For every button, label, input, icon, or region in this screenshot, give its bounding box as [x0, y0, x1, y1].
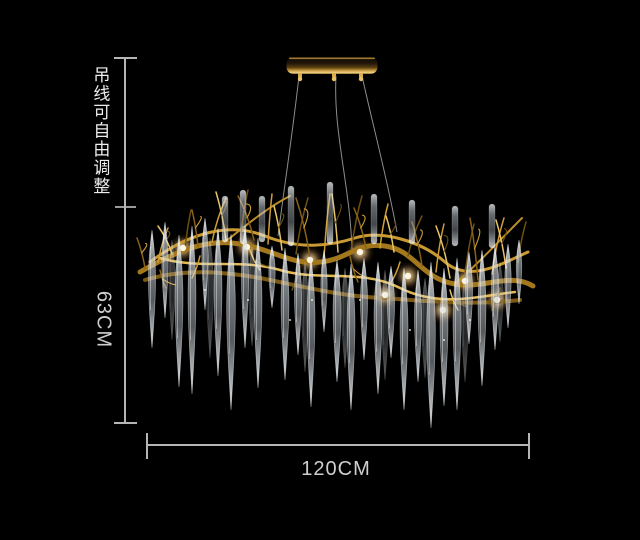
vertical-dim-top-cap — [114, 57, 137, 59]
vertical-dimension-line — [124, 57, 126, 423]
horizontal-dim-left-tick — [146, 433, 148, 459]
hanging-wire-note: 吊线可自由调整 — [90, 66, 110, 196]
height-dimension-label: 63CM — [92, 290, 115, 349]
width-dimension-label: 120CM — [301, 458, 371, 480]
horizontal-dim-right-tick — [528, 433, 530, 459]
vertical-dim-mid-tick — [115, 206, 136, 208]
vertical-dim-bottom-cap — [114, 422, 137, 424]
horizontal-dimension-line — [147, 444, 529, 446]
